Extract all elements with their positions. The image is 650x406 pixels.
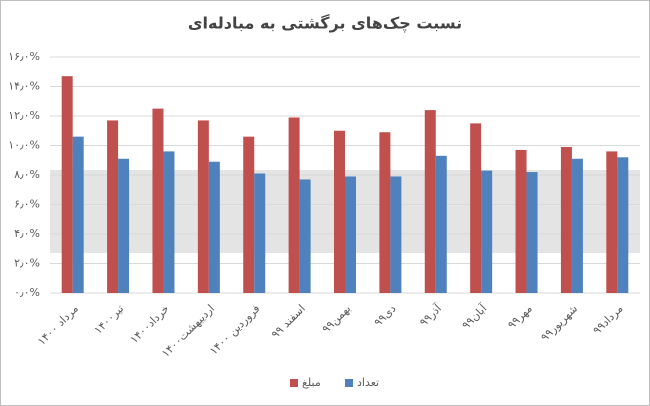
bar (345, 176, 356, 293)
y-tick-label: ۱۶٫۰% (8, 50, 40, 63)
legend-label: تعداد (357, 376, 379, 389)
bar (107, 120, 119, 293)
bar (481, 170, 493, 293)
bar (526, 172, 538, 293)
chart-title: نسبت چک‌های برگشتی به مبادله‌ای (188, 14, 462, 34)
bar (152, 108, 164, 293)
bar (470, 123, 482, 293)
bar (254, 173, 266, 293)
bar (606, 151, 618, 293)
bar (515, 149, 527, 293)
y-tick-label: ۴٫۰% (14, 227, 40, 240)
bar (197, 120, 209, 293)
bar (243, 136, 255, 293)
bar (571, 158, 583, 293)
bar (61, 76, 73, 293)
y-tick-label: ۱۴٫۰% (8, 80, 40, 93)
y-tick-label: ۸٫۰% (14, 168, 40, 181)
y-tick-label: ۲٫۰% (14, 257, 40, 270)
bar (72, 136, 84, 293)
bar (299, 179, 311, 293)
bar (617, 157, 629, 293)
legend-label: مبلغ (302, 376, 321, 389)
y-tick-label: ۱۰٫۰% (8, 139, 40, 152)
bar (208, 161, 220, 293)
bar (334, 130, 345, 293)
bar (435, 155, 447, 293)
legend-swatch (345, 379, 353, 387)
bar (560, 146, 572, 293)
bar (390, 176, 402, 293)
bar (118, 158, 130, 293)
bar (288, 117, 300, 293)
bar (424, 110, 436, 293)
y-tick-label: ۰٫۰% (14, 286, 40, 299)
bar (379, 132, 391, 293)
y-tick-label: ۶٫۰% (14, 198, 40, 211)
bar (163, 151, 175, 293)
legend-swatch (290, 379, 298, 387)
y-tick-label: ۱۲٫۰% (8, 109, 40, 122)
